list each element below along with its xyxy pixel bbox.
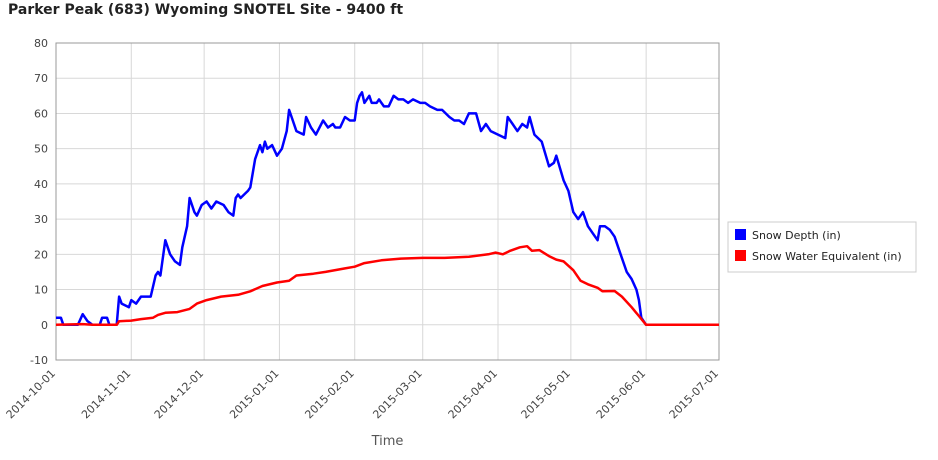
x-tick-label: 2015-03-01 bbox=[370, 367, 424, 421]
x-tick-label: 2015-06-01 bbox=[594, 367, 648, 421]
y-tick-label: 60 bbox=[34, 107, 48, 120]
chart-title: Parker Peak (683) Wyoming SNOTEL Site - … bbox=[8, 2, 404, 18]
x-tick-label: 2015-04-01 bbox=[446, 367, 500, 421]
grid bbox=[55, 42, 720, 361]
y-tick-label: 30 bbox=[34, 213, 48, 226]
x-axis-ticks: 2014-10-01 2014-11-01 2014-12-01 2015-01-01… bbox=[4, 367, 721, 421]
series-lines bbox=[55, 91, 719, 327]
legend-label: Snow Depth (in) bbox=[752, 229, 841, 242]
x-axis-label: Time bbox=[371, 434, 404, 449]
x-tick-label: 2015-02-01 bbox=[302, 367, 356, 421]
y-tick-label: 40 bbox=[34, 178, 48, 191]
x-tick-label: 2015-01-01 bbox=[227, 367, 281, 421]
plot-frame bbox=[55, 42, 720, 361]
x-tick-label: 2014-10-01 bbox=[4, 367, 58, 421]
y-tick-label: -10 bbox=[30, 354, 48, 367]
x-tick-label: 2015-07-01 bbox=[667, 367, 721, 421]
x-tick-label: 2014-11-01 bbox=[79, 367, 133, 421]
y-tick-label: 10 bbox=[34, 284, 48, 297]
y-tick-label: 50 bbox=[34, 143, 48, 156]
y-tick-label: 0 bbox=[41, 319, 48, 332]
series-line-2 bbox=[55, 244, 719, 327]
legend-swatch bbox=[735, 250, 746, 261]
legend-box bbox=[727, 221, 917, 273]
x-tick-label: 2015-05-01 bbox=[519, 367, 573, 421]
y-axis-ticks: -10 0 10 20 30 40 50 60 70 80 bbox=[30, 37, 48, 367]
series-line-1 bbox=[56, 91, 719, 327]
y-tick-label: 80 bbox=[34, 37, 48, 50]
legend-swatch bbox=[735, 229, 746, 240]
legend: Snow Depth (in) Snow Water Equivalent (in… bbox=[727, 221, 917, 273]
y-tick-label: 70 bbox=[34, 72, 48, 85]
legend-label: Snow Water Equivalent (in) bbox=[752, 250, 902, 263]
y-tick-label: 20 bbox=[34, 248, 48, 261]
x-tick-label: 2014-12-01 bbox=[152, 367, 206, 421]
